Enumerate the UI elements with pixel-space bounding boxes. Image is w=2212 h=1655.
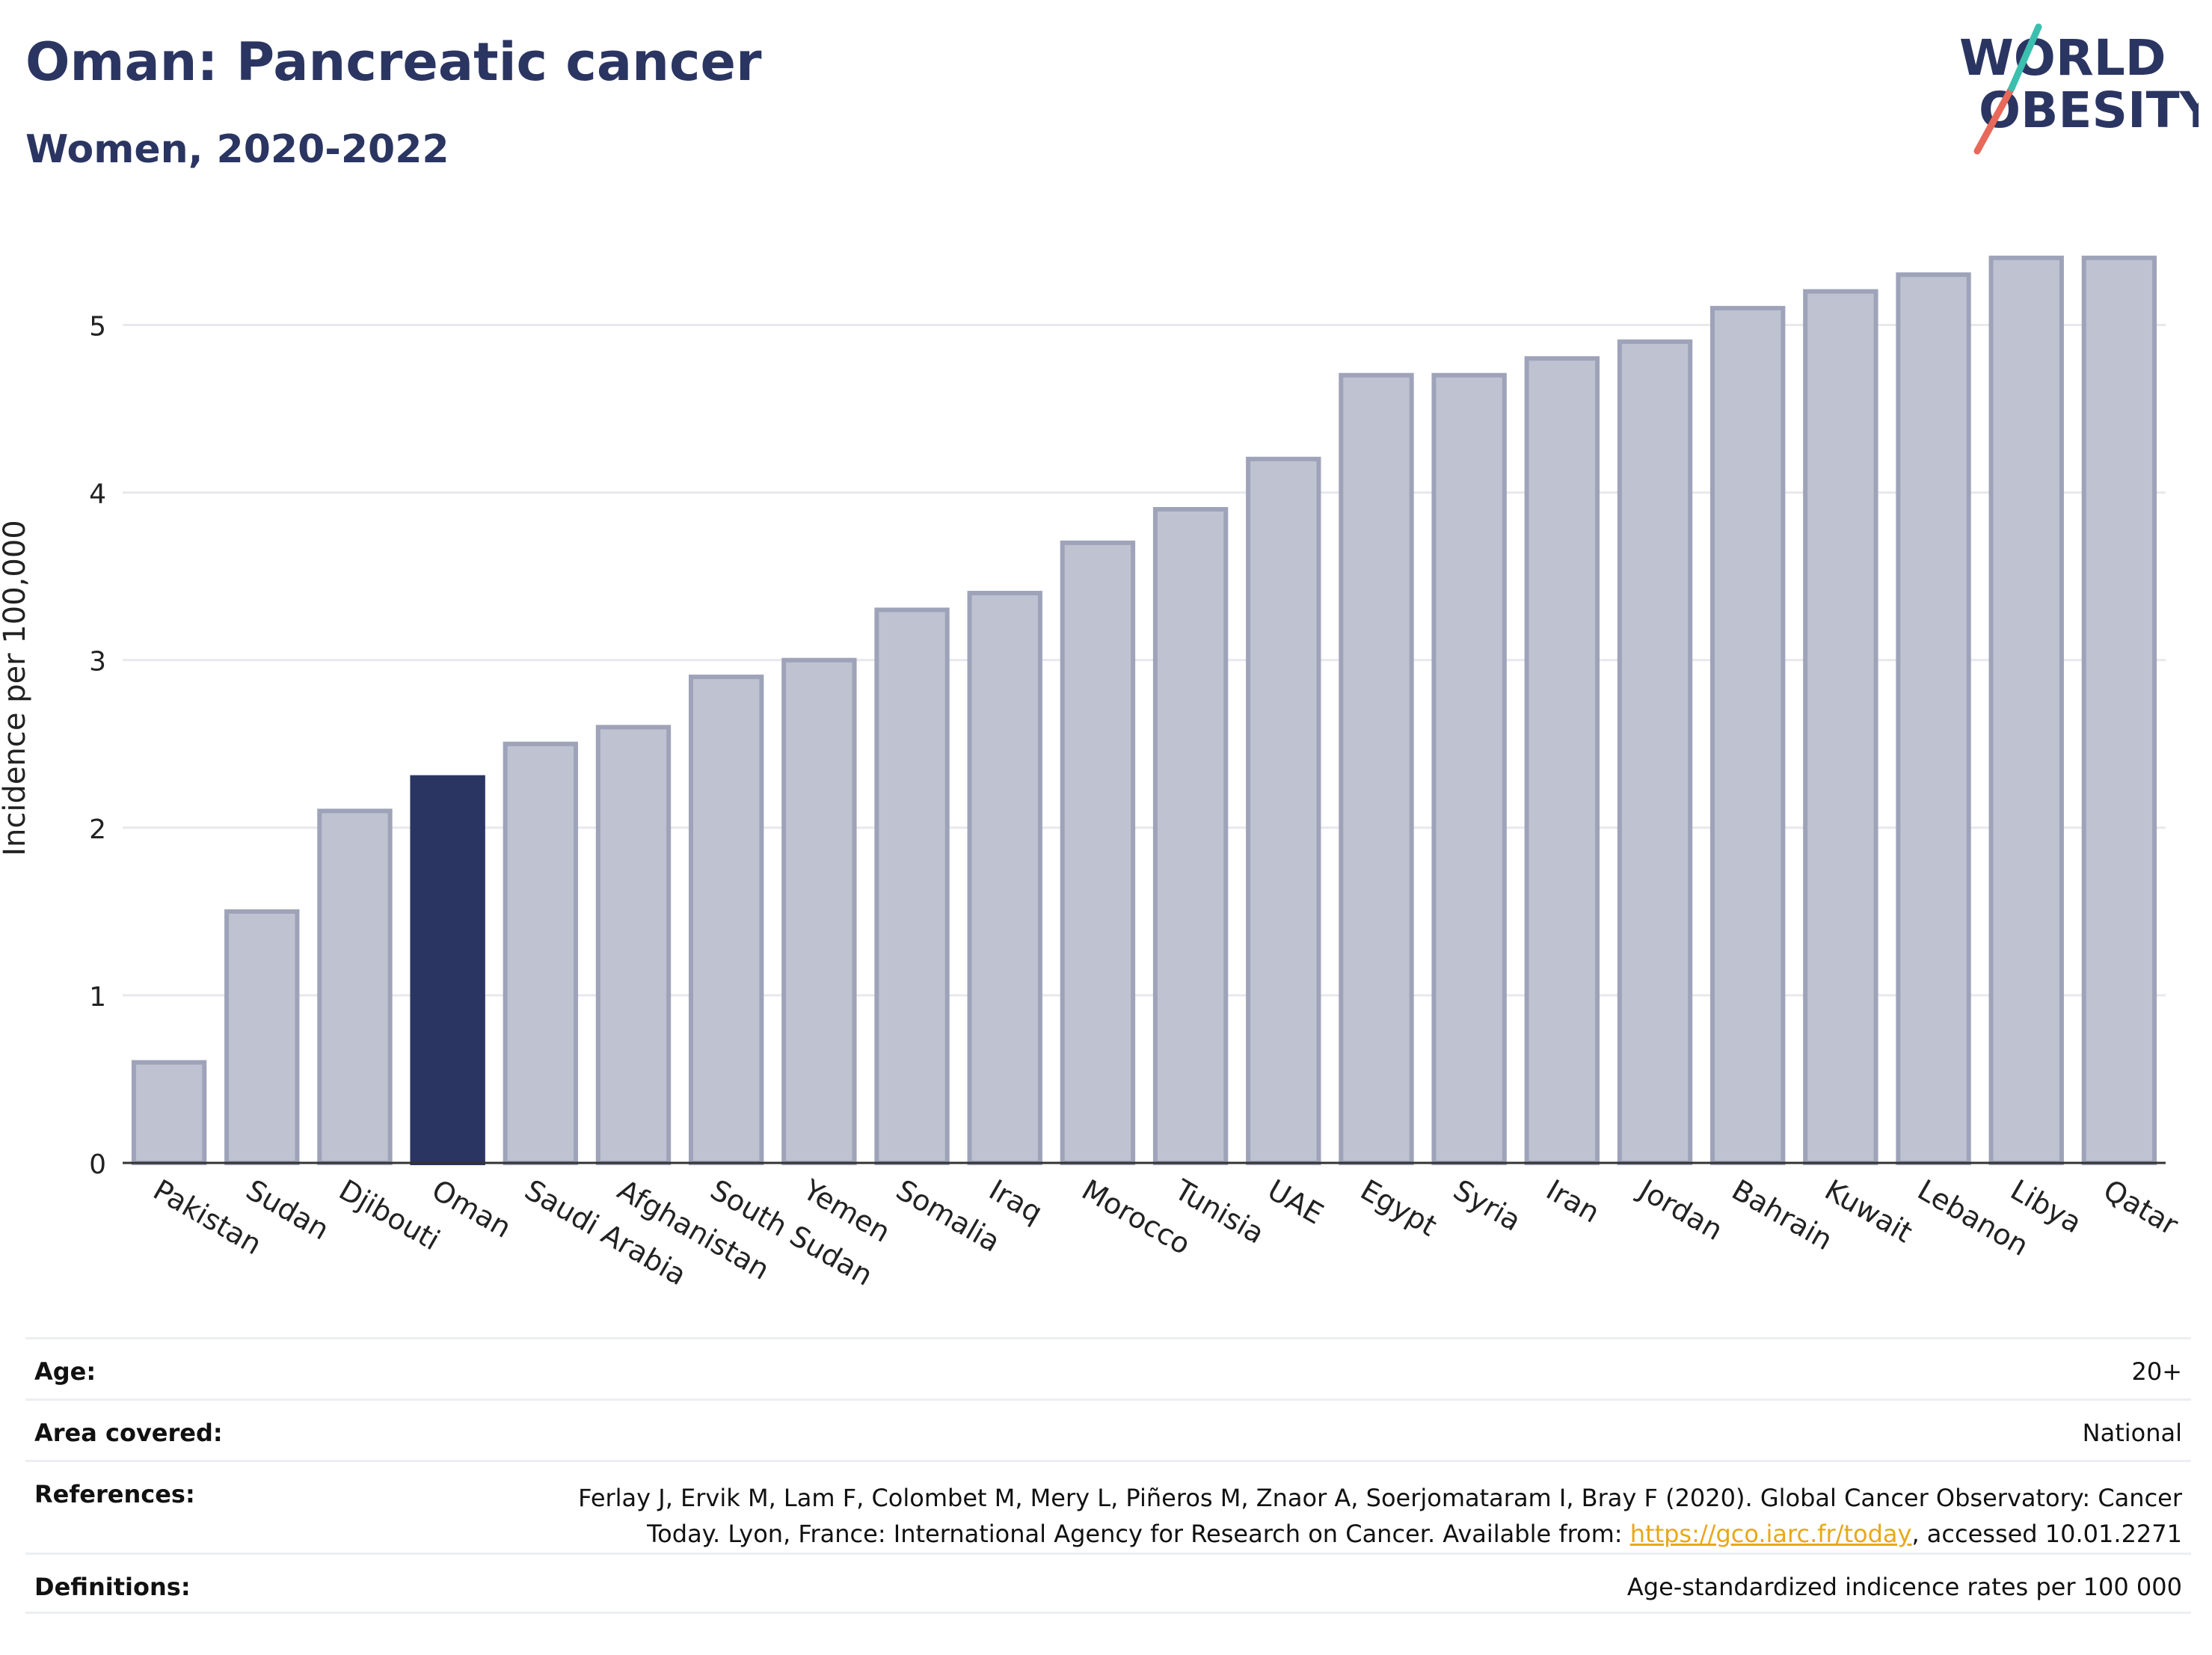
- area-row: Area covered: National: [25, 1398, 2191, 1460]
- y-tick-labels: 0 1 2 3 4 5: [89, 311, 106, 1180]
- bar-djibouti: [317, 808, 393, 1165]
- references-row: References: Ferlay J, Ervik M, Lam F, Co…: [25, 1460, 2191, 1553]
- age-value: 20+: [2131, 1357, 2182, 1386]
- bar-tunisia: [1152, 506, 1229, 1165]
- world-obesity-logo: WORLD OBESITY: [1959, 23, 2199, 155]
- references-label: References:: [34, 1480, 195, 1508]
- bar-somalia: [874, 607, 950, 1165]
- x-tick-label: Egypt: [1355, 1173, 1443, 1243]
- page-subtitle: Women, 2020-2022: [25, 127, 449, 172]
- bar-south-sudan: [688, 675, 764, 1165]
- references-line1: Ferlay J, Ervik M, Lam F, Colombet M, Me…: [578, 1484, 2182, 1512]
- page-title: Oman: Pancreatic cancer: [25, 31, 762, 93]
- y-tick-label: 5: [89, 311, 106, 342]
- definitions-label: Definitions:: [34, 1573, 191, 1601]
- bar-afghanistan: [595, 725, 672, 1165]
- bars: [131, 255, 2157, 1166]
- bar-oman: [410, 775, 485, 1165]
- logo-line1: WORLD: [1959, 29, 2166, 87]
- references-line2-post: , accessed 10.01.2271: [1911, 1520, 2182, 1548]
- bar-syria: [1431, 372, 1507, 1166]
- bar-egypt: [1339, 372, 1414, 1166]
- definitions-row: Definitions: Age-standardized indicence …: [25, 1553, 2191, 1614]
- references-line2: Today. Lyon, France: International Agenc…: [578, 1516, 2182, 1552]
- x-tick-label: UAE: [1262, 1173, 1329, 1231]
- bar-morocco: [1060, 540, 1136, 1165]
- age-row: Age: 20+: [25, 1337, 2191, 1398]
- bar-kuwait: [1803, 289, 1878, 1166]
- bar-pakistan: [131, 1060, 207, 1166]
- age-label: Age:: [34, 1357, 96, 1386]
- bar-libya: [1988, 255, 2064, 1166]
- bar-bahrain: [1709, 306, 1786, 1165]
- bar-lebanon: [1896, 272, 1971, 1165]
- logo-slash-teal: [2008, 23, 2042, 92]
- x-tick-label: Somalia: [891, 1173, 1006, 1259]
- bar-saudi-arabia: [503, 741, 579, 1165]
- bar-yemen: [781, 657, 857, 1165]
- area-value: National: [2082, 1419, 2182, 1447]
- x-tick-label: Jordan: [1632, 1173, 1728, 1247]
- bar-sudan: [224, 909, 300, 1165]
- bar-jordan: [1617, 339, 1693, 1165]
- x-tick-label: Qatar: [2098, 1173, 2184, 1242]
- references-line2-pre: Today. Lyon, France: International Agenc…: [647, 1520, 1630, 1548]
- y-axis-label-text: Incidence per 100,000: [0, 520, 32, 856]
- x-tick-label: Iraq: [983, 1173, 1048, 1229]
- y-tick-label: 2: [89, 814, 106, 845]
- info-table: Age: 20+ Area covered: National Referenc…: [25, 1337, 2191, 1614]
- x-tick-label: Syria: [1448, 1173, 1526, 1238]
- y-tick-label: 3: [89, 647, 106, 678]
- x-tick-label: Djibouti: [334, 1173, 446, 1257]
- y-tick-label: 1: [89, 982, 106, 1013]
- x-tick-label: Kuwait: [1819, 1173, 1918, 1250]
- logo-slash-coral: [1973, 85, 2015, 155]
- definitions-value: Age-standardized indicence rates per 100…: [1626, 1573, 2182, 1601]
- bar-iraq: [967, 591, 1042, 1165]
- bar-iran: [1524, 356, 1600, 1165]
- bar-qatar: [2081, 255, 2157, 1166]
- references-value: Ferlay J, Ervik M, Lam F, Colombet M, Me…: [578, 1480, 2182, 1552]
- area-label: Area covered:: [34, 1419, 223, 1447]
- x-tick-label: Iran: [1540, 1173, 1605, 1229]
- y-tick-label: 0: [89, 1149, 106, 1180]
- y-tick-label: 4: [89, 479, 106, 510]
- references-link[interactable]: https://gco.iarc.fr/today: [1629, 1520, 1912, 1548]
- logo-line2: OBESITY: [1979, 82, 2199, 139]
- x-tick-label: Bahrain: [1727, 1173, 1838, 1257]
- bar-uae: [1246, 456, 1321, 1165]
